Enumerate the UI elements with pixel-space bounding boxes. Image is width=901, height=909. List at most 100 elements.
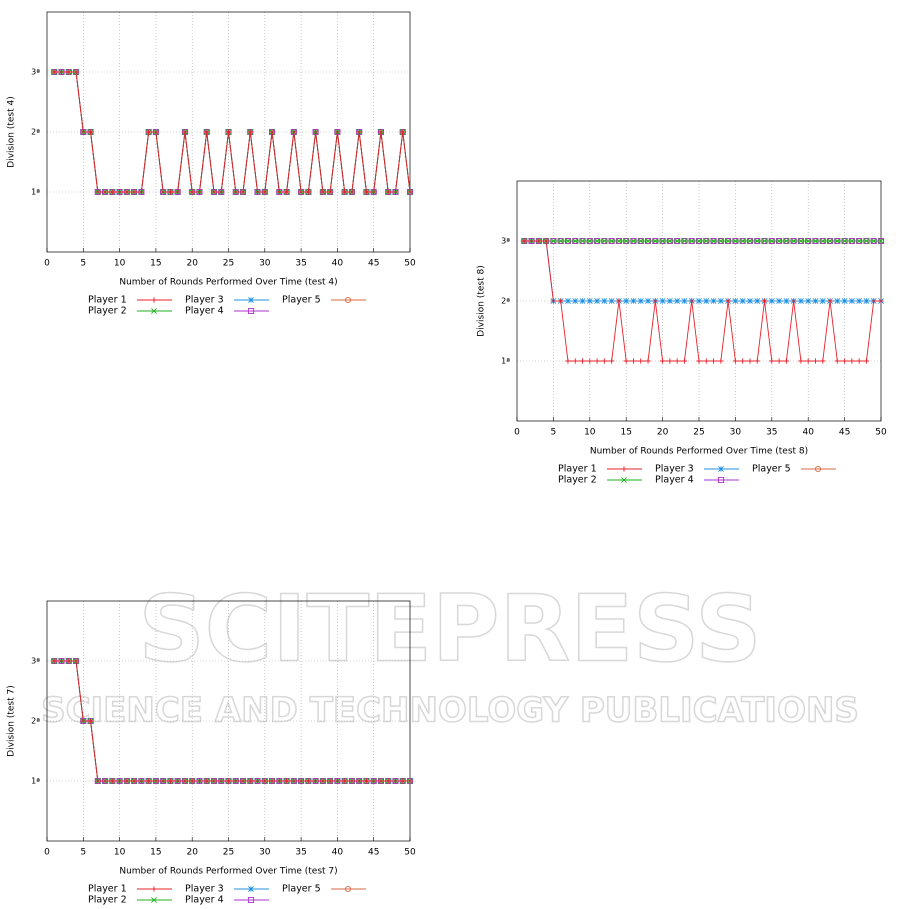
marker [262, 189, 268, 195]
marker [298, 778, 304, 784]
marker [637, 298, 644, 304]
marker [594, 238, 600, 244]
legend-label: Player 3 [185, 295, 224, 306]
x-tick-label: 50 [404, 848, 416, 858]
marker [153, 129, 159, 135]
marker [601, 298, 608, 304]
legend-label: Player 5 [752, 464, 791, 475]
x-tick-label: 5 [80, 259, 86, 269]
legend-label: Player 2 [88, 895, 127, 906]
marker [371, 778, 377, 784]
marker [630, 298, 637, 304]
marker [674, 298, 681, 304]
legend-label: Player 1 [88, 295, 127, 306]
marker [327, 778, 333, 784]
marker [572, 298, 579, 304]
marker [703, 238, 710, 244]
marker [834, 238, 841, 244]
marker [196, 189, 203, 195]
marker [66, 69, 72, 75]
marker [776, 358, 782, 364]
y-tick-label: 2ª [501, 297, 510, 306]
marker [579, 298, 586, 304]
legend-marker [814, 466, 822, 472]
marker [842, 358, 848, 364]
marker [798, 298, 804, 304]
marker [269, 778, 275, 784]
marker [856, 298, 863, 304]
marker [80, 129, 86, 135]
marker [659, 298, 666, 304]
marker [659, 238, 666, 244]
marker [710, 238, 717, 244]
marker [153, 778, 159, 784]
x-tick-label: 10 [114, 259, 126, 269]
marker [378, 129, 384, 135]
legend-marker [248, 297, 254, 303]
marker [342, 778, 348, 784]
marker [681, 238, 688, 244]
marker [392, 189, 399, 195]
x-tick-label: 35 [766, 428, 777, 438]
marker [254, 189, 261, 195]
marker [856, 358, 862, 364]
marker [609, 358, 615, 364]
marker [378, 778, 384, 784]
marker [696, 298, 702, 304]
marker [73, 658, 79, 664]
x-tick-label: 50 [875, 428, 887, 438]
marker [124, 189, 130, 195]
legend-label: Player 5 [282, 884, 321, 895]
marker [732, 238, 739, 244]
marker [841, 238, 848, 244]
marker [305, 189, 311, 195]
marker [138, 778, 144, 784]
marker [812, 358, 819, 364]
marker [696, 238, 702, 244]
marker [827, 238, 833, 244]
marker [740, 358, 746, 364]
marker [747, 238, 753, 244]
legend-marker [247, 307, 255, 315]
marker [131, 189, 137, 195]
marker [754, 238, 761, 244]
marker [739, 238, 746, 244]
marker [363, 778, 370, 784]
marker [768, 238, 775, 244]
marker [878, 238, 884, 244]
marker [363, 189, 370, 195]
marker [732, 298, 739, 304]
marker [849, 358, 855, 364]
marker [349, 189, 355, 195]
x-tick-label: 35 [295, 259, 306, 269]
y-axis-label: Division (test 8) [477, 265, 487, 336]
marker [218, 189, 224, 195]
marker [747, 358, 753, 364]
legend-marker [248, 886, 254, 892]
marker [95, 189, 101, 195]
y-tick-label: 1ª [31, 777, 40, 786]
marker [109, 778, 115, 784]
marker [313, 129, 319, 135]
watermark-title: SCITEPRESS [138, 575, 761, 682]
marker [594, 358, 600, 364]
marker [117, 778, 123, 784]
legend-marker [151, 308, 157, 314]
marker [189, 189, 195, 195]
marker [848, 238, 855, 244]
marker [601, 358, 607, 364]
marker [863, 358, 870, 364]
marker [233, 189, 239, 195]
marker [276, 778, 282, 784]
legend-label: Player 4 [655, 475, 694, 486]
marker [543, 238, 549, 244]
legend-marker [151, 297, 157, 303]
x-tick-label: 15 [150, 848, 161, 858]
y-tick-label: 1ª [31, 188, 40, 197]
x-tick-label: 5 [551, 428, 557, 438]
marker [356, 129, 362, 135]
marker [407, 189, 413, 195]
marker [587, 358, 593, 364]
x-tick-label: 0 [514, 428, 520, 438]
